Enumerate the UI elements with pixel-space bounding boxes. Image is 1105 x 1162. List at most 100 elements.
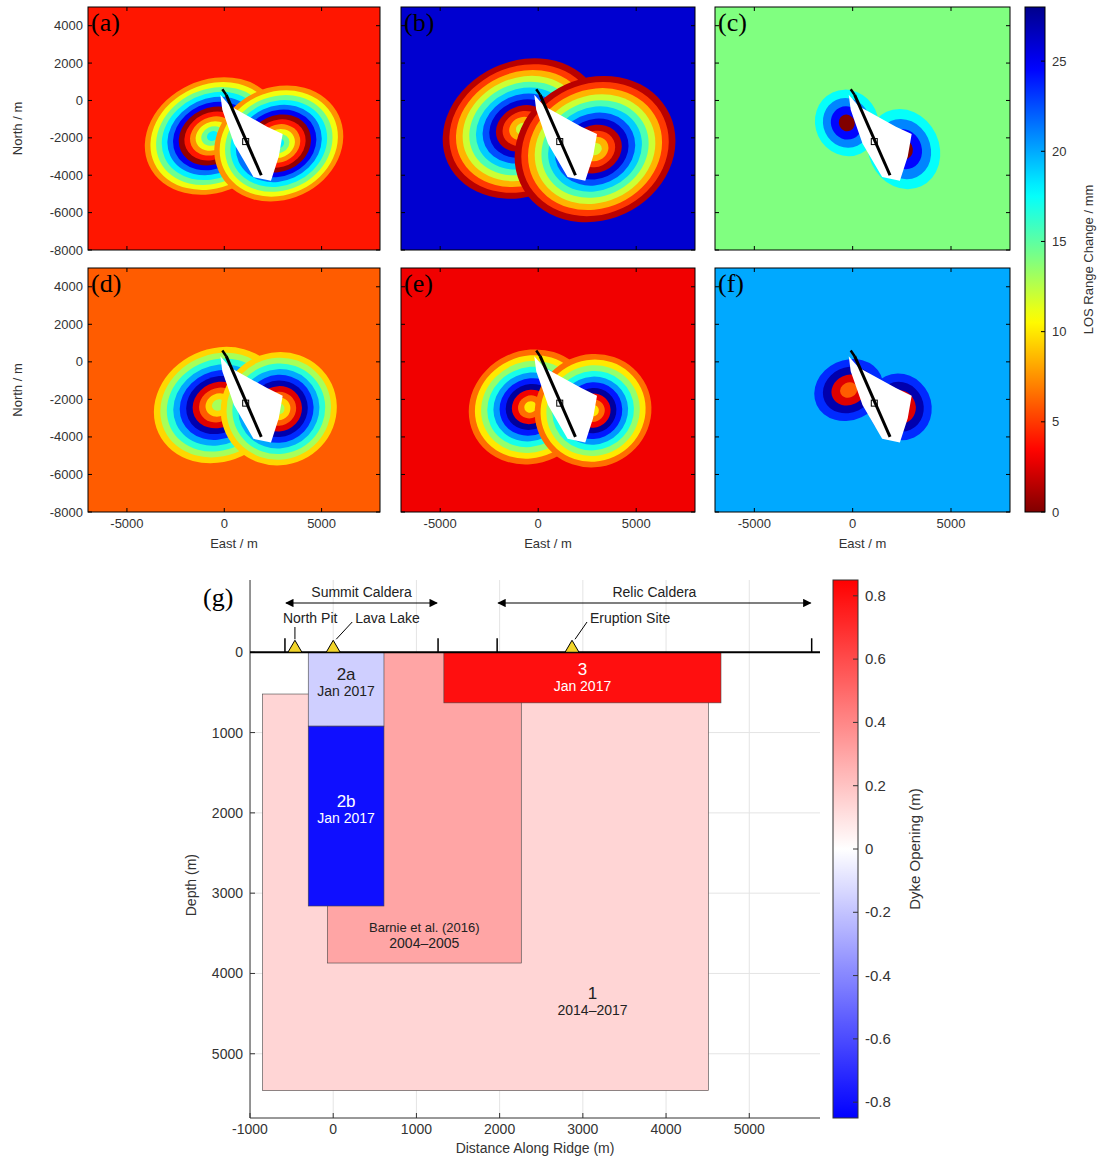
tick xyxy=(715,100,719,101)
interferogram xyxy=(715,7,1010,250)
interferogram-ground xyxy=(88,268,380,512)
tick xyxy=(88,512,92,513)
tick xyxy=(401,361,405,362)
tick xyxy=(1006,399,1010,400)
panel-letter: (f) xyxy=(718,269,744,298)
tick xyxy=(715,63,719,64)
tick-label: -4000 xyxy=(50,168,83,183)
tick xyxy=(1006,474,1010,475)
fringe xyxy=(202,333,355,484)
tick xyxy=(853,659,858,660)
tick xyxy=(853,975,858,976)
tick xyxy=(401,250,405,251)
fringe xyxy=(210,341,348,477)
tick xyxy=(401,512,405,513)
tick-label: 3000 xyxy=(212,885,243,901)
tick-label: 5000 xyxy=(622,516,651,531)
tick xyxy=(250,893,255,894)
tick xyxy=(852,268,853,272)
fringe xyxy=(508,66,682,231)
frame xyxy=(401,7,695,250)
tick xyxy=(636,508,637,512)
tick xyxy=(852,7,853,11)
lake xyxy=(534,95,597,181)
tick xyxy=(853,1102,858,1103)
tick xyxy=(715,324,719,325)
tick xyxy=(376,324,380,325)
tick xyxy=(853,722,858,723)
tick xyxy=(401,137,405,138)
tick xyxy=(691,474,695,475)
fringe xyxy=(534,91,656,207)
tick-label: 0 xyxy=(235,644,243,660)
axis-line xyxy=(250,580,251,1118)
tick xyxy=(951,268,952,272)
tick xyxy=(1041,61,1045,62)
tick xyxy=(691,399,695,400)
dyke-trace xyxy=(536,89,540,95)
tick xyxy=(754,508,755,512)
tick xyxy=(1006,361,1010,362)
tick xyxy=(1041,331,1045,332)
site-marker xyxy=(557,139,563,145)
tick xyxy=(691,63,695,64)
colorbar xyxy=(833,580,858,1118)
leader xyxy=(336,622,352,639)
tick-label: -8000 xyxy=(50,505,83,520)
site-marker xyxy=(557,400,563,406)
tick-label: 0 xyxy=(221,516,228,531)
site-marker xyxy=(243,139,249,145)
panel-letter: (d) xyxy=(91,269,121,298)
caldera-label: Relic Caldera xyxy=(612,584,696,600)
tick-label: -4000 xyxy=(50,429,83,444)
tick-label: -8000 xyxy=(50,243,83,258)
tick-label: 5 xyxy=(1052,414,1059,429)
fringe xyxy=(531,350,654,471)
tick xyxy=(333,1113,334,1118)
tick xyxy=(691,100,695,101)
caldera-rim xyxy=(437,638,439,652)
tick-label: 4000 xyxy=(54,279,83,294)
axis-title: East / m xyxy=(524,536,572,551)
tick xyxy=(1041,151,1045,152)
lake xyxy=(534,356,597,442)
tick xyxy=(88,361,92,362)
grid-line xyxy=(749,580,750,1118)
lake xyxy=(220,95,282,181)
tick xyxy=(126,246,127,250)
tick xyxy=(538,246,539,250)
fringe xyxy=(490,50,695,248)
feature-marker xyxy=(288,640,302,652)
tick xyxy=(321,7,322,11)
tick xyxy=(440,7,441,11)
tick xyxy=(691,212,695,213)
tick xyxy=(401,212,405,213)
tick xyxy=(376,137,380,138)
tick-label: 2000 xyxy=(54,56,83,71)
tick xyxy=(88,63,92,64)
tick-label: 2000 xyxy=(212,805,243,821)
tick xyxy=(88,175,92,176)
dyke-patch xyxy=(308,652,384,726)
site-marker xyxy=(871,139,877,145)
tick xyxy=(499,1113,500,1118)
tick xyxy=(1006,286,1010,287)
tick xyxy=(1006,137,1010,138)
tick xyxy=(88,436,92,437)
tick-label: -6000 xyxy=(50,205,83,220)
tick-label: 10 xyxy=(1052,324,1066,339)
tick xyxy=(853,849,858,850)
dyke-period: Jan 2017 xyxy=(554,678,612,694)
colorbar xyxy=(1025,7,1045,512)
tick xyxy=(754,7,755,11)
tick-label: 3000 xyxy=(567,1121,598,1137)
tick xyxy=(440,268,441,272)
tick xyxy=(401,399,405,400)
axis-title: East / m xyxy=(839,536,887,551)
colorbar-title: Dyke Opening (m) xyxy=(906,788,923,910)
tick-label: -5000 xyxy=(738,516,771,531)
tick xyxy=(321,246,322,250)
tick xyxy=(636,268,637,272)
tick xyxy=(88,100,92,101)
tick xyxy=(691,361,695,362)
